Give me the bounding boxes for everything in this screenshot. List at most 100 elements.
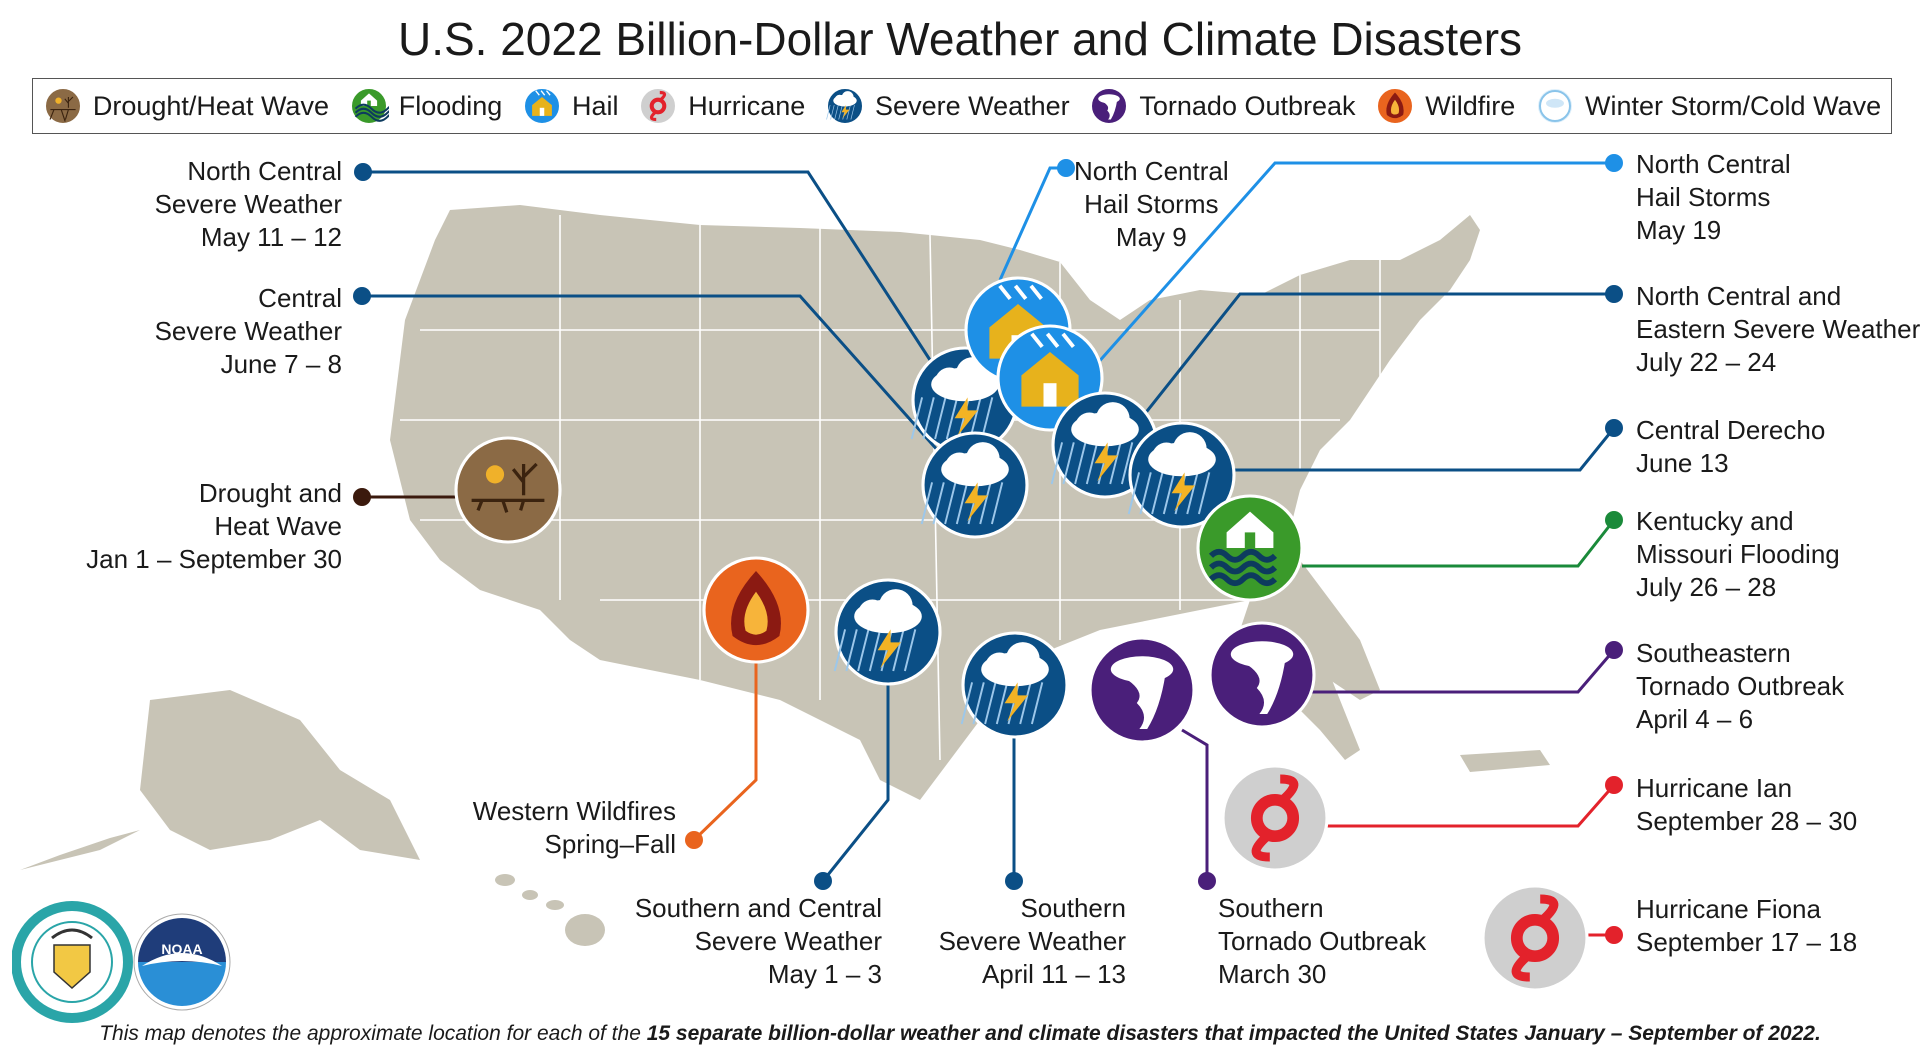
event-label-wildfires: Western Wildfires Spring–Fall: [473, 795, 676, 861]
leader-line-wildfires: [692, 662, 758, 842]
puerto-rico-shape: [1460, 750, 1550, 772]
event-label-line: Hail Storms: [1636, 182, 1771, 212]
event-label-line: Kentucky and: [1636, 506, 1794, 536]
event-label-line: Central: [258, 283, 342, 313]
event-drought-drought-icon: [454, 436, 562, 544]
leader-line-ian: [1326, 784, 1616, 828]
legend-item-hurricane: Hurricane: [638, 86, 805, 126]
legend-label: Tornado Outbreak: [1139, 90, 1356, 121]
legend-item-wildfire: Wildfire: [1375, 86, 1515, 126]
hail-icon: [523, 87, 562, 125]
legend-flood-icon-glyph: [349, 87, 389, 125]
legend-label: Hail: [572, 90, 619, 121]
legend-label: Winter Storm/Cold Wave: [1585, 90, 1882, 121]
event-label-line: Jan 1 – September 30: [86, 544, 342, 574]
legend-label: Flooding: [398, 90, 503, 121]
event-label-line: Spring–Fall: [544, 829, 676, 859]
leader-dot-wildfires: [685, 831, 703, 849]
event-sc-severe-severe-weather-icon: [833, 578, 942, 686]
event-label-line: North Central and: [1636, 281, 1842, 311]
event-label-s-severe: Southern Severe Weather April 11 – 13: [939, 892, 1126, 991]
commerce-seal: [12, 901, 133, 1023]
event-label-line: Southern: [1020, 893, 1126, 923]
event-label-fiona: Hurricane Fiona September 17 – 18: [1636, 893, 1857, 959]
event-label-central-severe-june: Central Severe Weather June 7 – 8: [155, 282, 342, 381]
legend-item-severe-weather: Severe Weather: [825, 86, 1070, 126]
event-label-line: April 4 – 6: [1636, 704, 1754, 734]
event-label-line: Southeastern: [1636, 638, 1791, 668]
noaa-text: NOAA: [161, 941, 202, 957]
legend-label: Severe Weather: [875, 90, 1070, 121]
event-label-line: North Central: [1074, 156, 1229, 186]
event-label-line: Tornado Outbreak: [1636, 671, 1845, 701]
leader-dot-central-severe-june: [353, 287, 371, 305]
legend-label: Drought/Heat Wave: [92, 90, 329, 121]
leader-line-ky-flood: [1302, 519, 1616, 568]
event-label-line: Severe Weather: [154, 189, 342, 219]
event-label-line: Central Derecho: [1636, 415, 1826, 445]
event-label-line: Severe Weather: [938, 926, 1126, 956]
event-label-line: September 28 – 30: [1636, 806, 1858, 836]
event-label-drought: Drought and Heat Wave Jan 1 – September 30: [86, 477, 342, 576]
legend-item-winter-storm: Winter Storm/Cold Wave: [1535, 86, 1881, 126]
leader-dot-se-tornado: [1605, 641, 1623, 659]
leader-line-se-tornado: [1312, 649, 1616, 694]
legend-item-hail: Hail: [522, 86, 619, 126]
event-label-nc-hail-may19: North Central Hail Storms May 19: [1636, 148, 1791, 247]
leader-dot-s-tornado: [1198, 872, 1216, 890]
leader-dot-ky-flood: [1605, 511, 1623, 529]
leader-line-s-tornado: [1181, 728, 1209, 881]
event-label-line: September 17 – 18: [1636, 927, 1858, 957]
event-label-line: North Central: [187, 156, 342, 186]
page-title: U.S. 2022 Billion-Dollar Weather and Cli…: [397, 13, 1523, 65]
noaa-logo: NOAA: [133, 913, 231, 1011]
event-label-line: Hail Storms: [1084, 189, 1219, 219]
leader-line-derecho: [1234, 427, 1616, 472]
alaska-shape: [140, 690, 420, 860]
event-label-se-tornado: Southeastern Tornado Outbreak April 4 – 6: [1636, 637, 1844, 736]
event-label-line: July 22 – 24: [1636, 347, 1777, 377]
event-ian-hurricane-icon: [1221, 764, 1329, 872]
event-label-line: Western Wildfires: [472, 796, 676, 826]
hawaii-shape: [495, 874, 605, 946]
event-label-line: June 13: [1636, 448, 1729, 478]
event-label-line: Severe Weather: [154, 316, 342, 346]
event-s-severe-severe-weather-icon: [960, 631, 1069, 739]
event-label-line: Southern and Central: [634, 893, 882, 923]
legend-item-drought: Drought/Heat Wave: [43, 86, 329, 126]
event-label-ky-flood: Kentucky and Missouri Flooding July 26 – 2…: [1636, 505, 1840, 604]
legend-hurricane-icon-glyph: [639, 87, 678, 125]
event-label-line: March 30: [1218, 959, 1327, 989]
leader-dot-nc-severe-may: [354, 163, 372, 181]
leader-dot-drought: [353, 488, 371, 506]
flood-icon: [349, 87, 389, 125]
legend-label: Hurricane: [688, 90, 806, 121]
event-label-line: May 19: [1636, 215, 1722, 245]
event-label-line: Drought and: [198, 478, 342, 508]
event-icons: [454, 276, 1589, 992]
event-wildfires-wildfire-icon: [702, 556, 810, 664]
leader-dot-nc-hail-may9: [1057, 159, 1075, 177]
leader-dot-s-severe: [1005, 872, 1023, 890]
leader-line-nc-hail-may19: [1094, 161, 1614, 366]
event-label-line: Eastern Severe Weather: [1636, 314, 1920, 344]
aleutians-shape: [20, 830, 140, 870]
event-label-line: July 26 – 28: [1636, 572, 1777, 602]
leader-dot-nc-east-severe: [1605, 285, 1623, 303]
legend-severe-weather-icon-glyph: [826, 87, 865, 125]
event-label-nc-east-severe: North Central and Eastern Severe Weather J…: [1636, 280, 1920, 379]
event-label-s-tornado: Southern Tornado Outbreak March 30: [1218, 892, 1426, 991]
event-label-ian: Hurricane Ian September 28 – 30: [1636, 772, 1857, 838]
event-label-line: April 11 – 13: [981, 959, 1126, 989]
event-label-line: May 1 – 3: [767, 959, 882, 989]
legend-tornado-icon-glyph: [1090, 87, 1129, 125]
event-derecho-severe-weather-icon: [1127, 421, 1236, 529]
legend-item-flood: Flooding: [349, 86, 503, 126]
legend-label: Wildfire: [1425, 90, 1516, 121]
event-se-tornado-tornado-icon: [1208, 621, 1316, 729]
footer-bold: 15 separate billion-dollar weather and c…: [646, 1022, 1821, 1045]
leader-dot-fiona: [1605, 926, 1623, 944]
event-label-line: Tornado Outbreak: [1218, 926, 1427, 956]
